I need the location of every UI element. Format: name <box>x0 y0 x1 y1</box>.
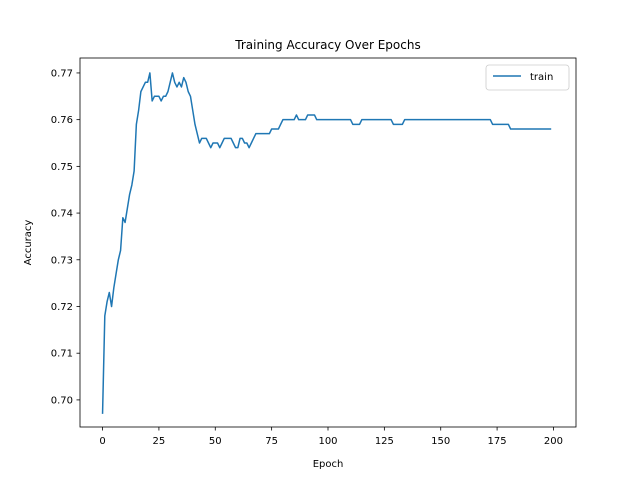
y-tick-label: 0.73 <box>51 255 73 266</box>
y-tick-label: 0.76 <box>51 115 73 126</box>
y-tick-label: 0.72 <box>51 302 73 313</box>
x-tick-label: 175 <box>488 436 507 447</box>
x-tick-label: 200 <box>544 436 563 447</box>
y-tick-label: 0.77 <box>51 68 73 79</box>
x-tick-label: 100 <box>318 436 337 447</box>
x-tick-label: 0 <box>99 436 105 447</box>
x-tick-label: 50 <box>209 436 222 447</box>
series-layer <box>101 72 552 414</box>
plot-frame <box>79 57 577 428</box>
y-tick-label: 0.75 <box>51 162 73 173</box>
y-tick-label: 0.74 <box>51 209 73 220</box>
x-tick-label: 25 <box>153 436 166 447</box>
legend-box <box>485 64 570 91</box>
y-tick-label: 0.70 <box>51 395 73 406</box>
legend: train <box>485 64 570 91</box>
y-tick-label: 0.71 <box>51 349 73 360</box>
x-tick-label: 75 <box>265 436 278 447</box>
x-tick-label: 150 <box>431 436 450 447</box>
y-axis-label: Accuracy <box>23 220 34 266</box>
chart-title: Training Accuracy Over Epochs <box>234 38 420 52</box>
x-tick-label: 125 <box>375 436 394 447</box>
axis-ticks: 0 25 50 75 100 125 150 175 200 0.70 0.71 0.72 0.73 0.… <box>51 68 563 447</box>
x-axis-label: Epoch <box>313 459 344 470</box>
legend-label: train <box>530 72 553 83</box>
series-line-train <box>101 72 552 414</box>
